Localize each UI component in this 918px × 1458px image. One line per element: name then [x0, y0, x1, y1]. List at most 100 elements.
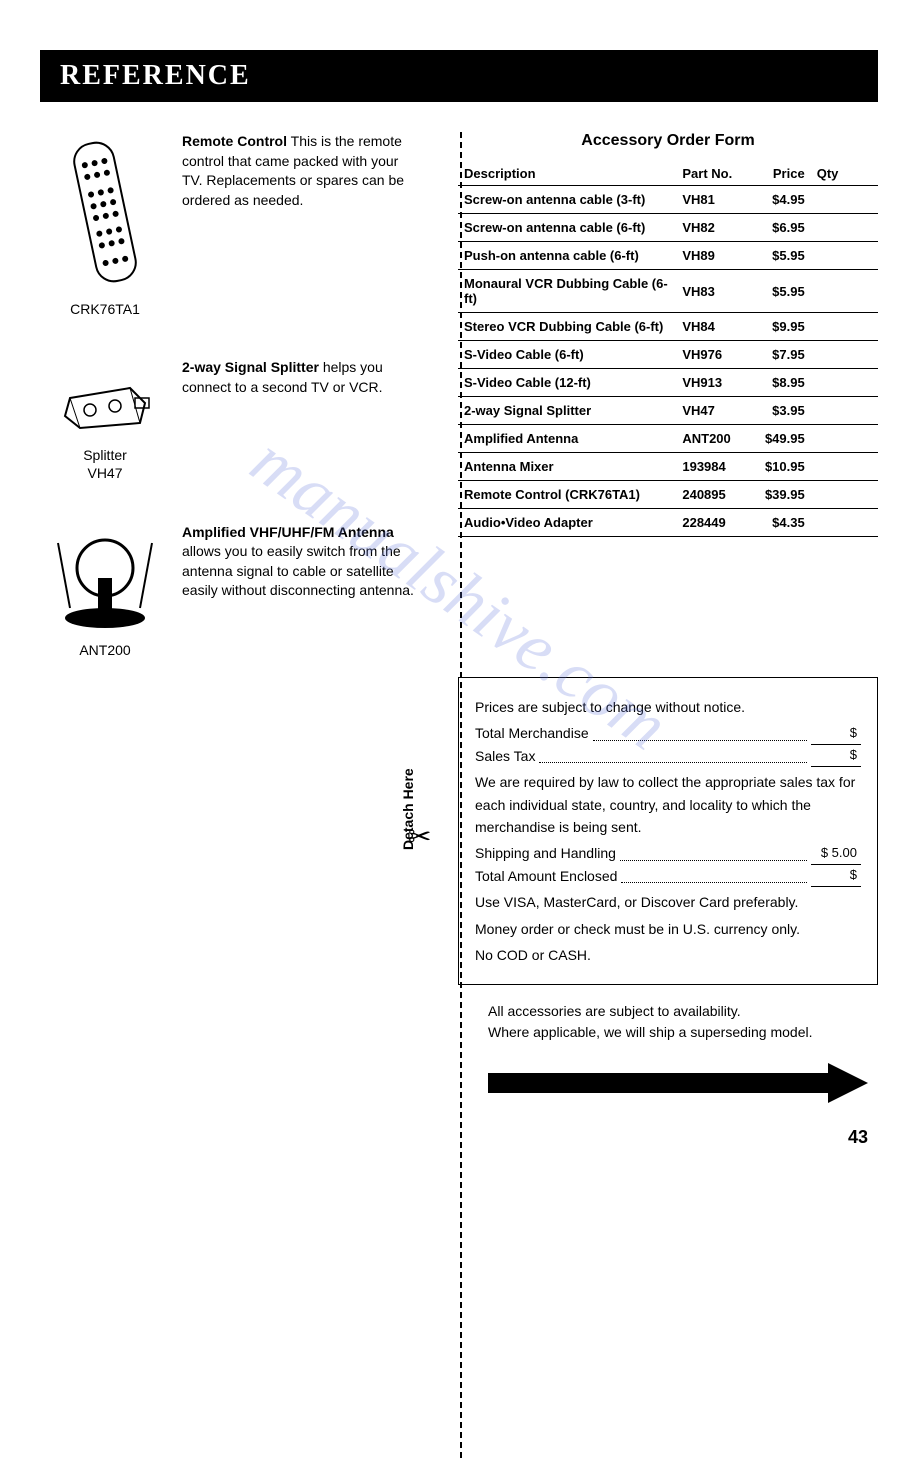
remote-desc: Remote Control This is the remote contro…	[170, 132, 418, 210]
cell-desc: Stereo VCR Dubbing Cable (6-ft)	[458, 313, 676, 341]
table-row: Antenna Mixer 193984 $10.95	[458, 453, 878, 481]
cell-blank[interactable]	[844, 397, 878, 425]
antenna-desc: Amplified VHF/UHF/FM Antenna allows you …	[170, 523, 418, 601]
header-price: Price	[744, 162, 811, 186]
footer-line1: All accessories are subject to availabil…	[488, 1001, 878, 1022]
cell-part: VH913	[676, 369, 743, 397]
cell-blank[interactable]	[844, 341, 878, 369]
cell-price: $8.95	[744, 369, 811, 397]
cell-part: VH89	[676, 242, 743, 270]
total-row: Total Amount Enclosed $	[475, 865, 861, 887]
content-area: CRK76TA1 Remote Control This is the remo…	[40, 132, 878, 1108]
cell-blank[interactable]	[844, 242, 878, 270]
cell-blank[interactable]	[844, 425, 878, 453]
splitter-bold: 2-way Signal Splitter	[182, 359, 319, 375]
splitter-caption: Splitter VH47	[40, 446, 170, 482]
merchandise-row: Total Merchandise $	[475, 722, 861, 744]
price-notice: Prices are subject to change without not…	[475, 696, 861, 718]
total-amount[interactable]: $	[811, 865, 861, 887]
shipping-row: Shipping and Handling $ 5.00	[475, 842, 861, 864]
cell-blank[interactable]	[844, 186, 878, 214]
splitter-desc: 2-way Signal Splitter helps you connect …	[170, 358, 418, 397]
price-summary-box: Prices are subject to change without not…	[458, 677, 878, 985]
cod-note: No COD or CASH.	[475, 944, 861, 966]
header-blank	[844, 162, 878, 186]
cell-blank[interactable]	[844, 214, 878, 242]
cell-part: VH81	[676, 186, 743, 214]
check-note: Money order or check must be in U.S. cur…	[475, 918, 861, 940]
cell-qty[interactable]	[811, 313, 845, 341]
cell-qty[interactable]	[811, 453, 845, 481]
tax-amount[interactable]: $	[811, 745, 861, 767]
cell-desc: Screw-on antenna cable (6-ft)	[458, 214, 676, 242]
cell-qty[interactable]	[811, 186, 845, 214]
cell-qty[interactable]	[811, 425, 845, 453]
section-header: REFERENCE	[40, 50, 878, 102]
cell-qty[interactable]	[811, 481, 845, 509]
merchandise-label: Total Merchandise	[475, 722, 589, 744]
product-remote: CRK76TA1 Remote Control This is the remo…	[40, 132, 418, 318]
cell-blank[interactable]	[844, 509, 878, 537]
header-qty: Qty	[811, 162, 845, 186]
table-row: Audio•Video Adapter 228449 $4.35	[458, 509, 878, 537]
antenna-image-block: ANT200	[40, 523, 170, 659]
table-header-row: Description Part No. Price Qty	[458, 162, 878, 186]
arrow-graphic	[488, 1063, 878, 1108]
arrow-icon	[488, 1063, 868, 1103]
table-row: 2-way Signal Splitter VH47 $3.95	[458, 397, 878, 425]
dots	[620, 860, 807, 861]
cell-price: $39.95	[744, 481, 811, 509]
order-table: Description Part No. Price Qty Screw-on …	[458, 162, 878, 537]
cell-qty[interactable]	[811, 369, 845, 397]
cell-part: VH83	[676, 270, 743, 313]
merchandise-amount[interactable]: $	[811, 723, 861, 745]
product-splitter: Splitter VH47 2-way Signal Splitter help…	[40, 358, 418, 482]
dots	[539, 762, 807, 763]
cell-price: $5.95	[744, 270, 811, 313]
table-row: Screw-on antenna cable (3-ft) VH81 $4.95	[458, 186, 878, 214]
remote-control-icon	[60, 132, 150, 292]
cell-blank[interactable]	[844, 313, 878, 341]
dots	[621, 882, 807, 883]
cell-qty[interactable]	[811, 509, 845, 537]
table-row: Remote Control (CRK76TA1) 240895 $39.95	[458, 481, 878, 509]
cell-desc: Antenna Mixer	[458, 453, 676, 481]
antenna-caption: ANT200	[40, 641, 170, 659]
cell-price: $3.95	[744, 397, 811, 425]
cell-desc: S-Video Cable (12-ft)	[458, 369, 676, 397]
footer-line2: Where applicable, we will ship a superse…	[488, 1022, 878, 1043]
cell-desc: Monaural VCR Dubbing Cable (6-ft)	[458, 270, 676, 313]
remote-caption: CRK76TA1	[40, 300, 170, 318]
cell-desc: Amplified Antenna	[458, 425, 676, 453]
order-form-title: Accessory Order Form	[458, 132, 878, 150]
cell-qty[interactable]	[811, 397, 845, 425]
total-label: Total Amount Enclosed	[475, 865, 617, 887]
cc-note: Use VISA, MasterCard, or Discover Card p…	[475, 891, 861, 913]
cell-desc: S-Video Cable (6-ft)	[458, 341, 676, 369]
cell-qty[interactable]	[811, 341, 845, 369]
antenna-icon	[50, 523, 160, 633]
cell-part: ANT200	[676, 425, 743, 453]
shipping-amount: $ 5.00	[811, 843, 861, 865]
cell-blank[interactable]	[844, 481, 878, 509]
splitter-icon	[50, 358, 160, 438]
cell-qty[interactable]	[811, 242, 845, 270]
cell-price: $5.95	[744, 242, 811, 270]
cell-qty[interactable]	[811, 270, 845, 313]
cell-qty[interactable]	[811, 214, 845, 242]
cell-part: VH47	[676, 397, 743, 425]
cell-desc: Audio•Video Adapter	[458, 509, 676, 537]
product-antenna: ANT200 Amplified VHF/UHF/FM Antenna allo…	[40, 523, 418, 659]
cell-part: VH82	[676, 214, 743, 242]
tax-note: We are required by law to collect the ap…	[475, 771, 861, 838]
cell-blank[interactable]	[844, 369, 878, 397]
table-row: S-Video Cable (6-ft) VH976 $7.95	[458, 341, 878, 369]
cell-blank[interactable]	[844, 453, 878, 481]
cell-part: 228449	[676, 509, 743, 537]
cell-blank[interactable]	[844, 270, 878, 313]
header-desc: Description	[458, 162, 676, 186]
cell-part: VH976	[676, 341, 743, 369]
cell-price: $9.95	[744, 313, 811, 341]
table-row: Screw-on antenna cable (6-ft) VH82 $6.95	[458, 214, 878, 242]
cell-desc: Screw-on antenna cable (3-ft)	[458, 186, 676, 214]
